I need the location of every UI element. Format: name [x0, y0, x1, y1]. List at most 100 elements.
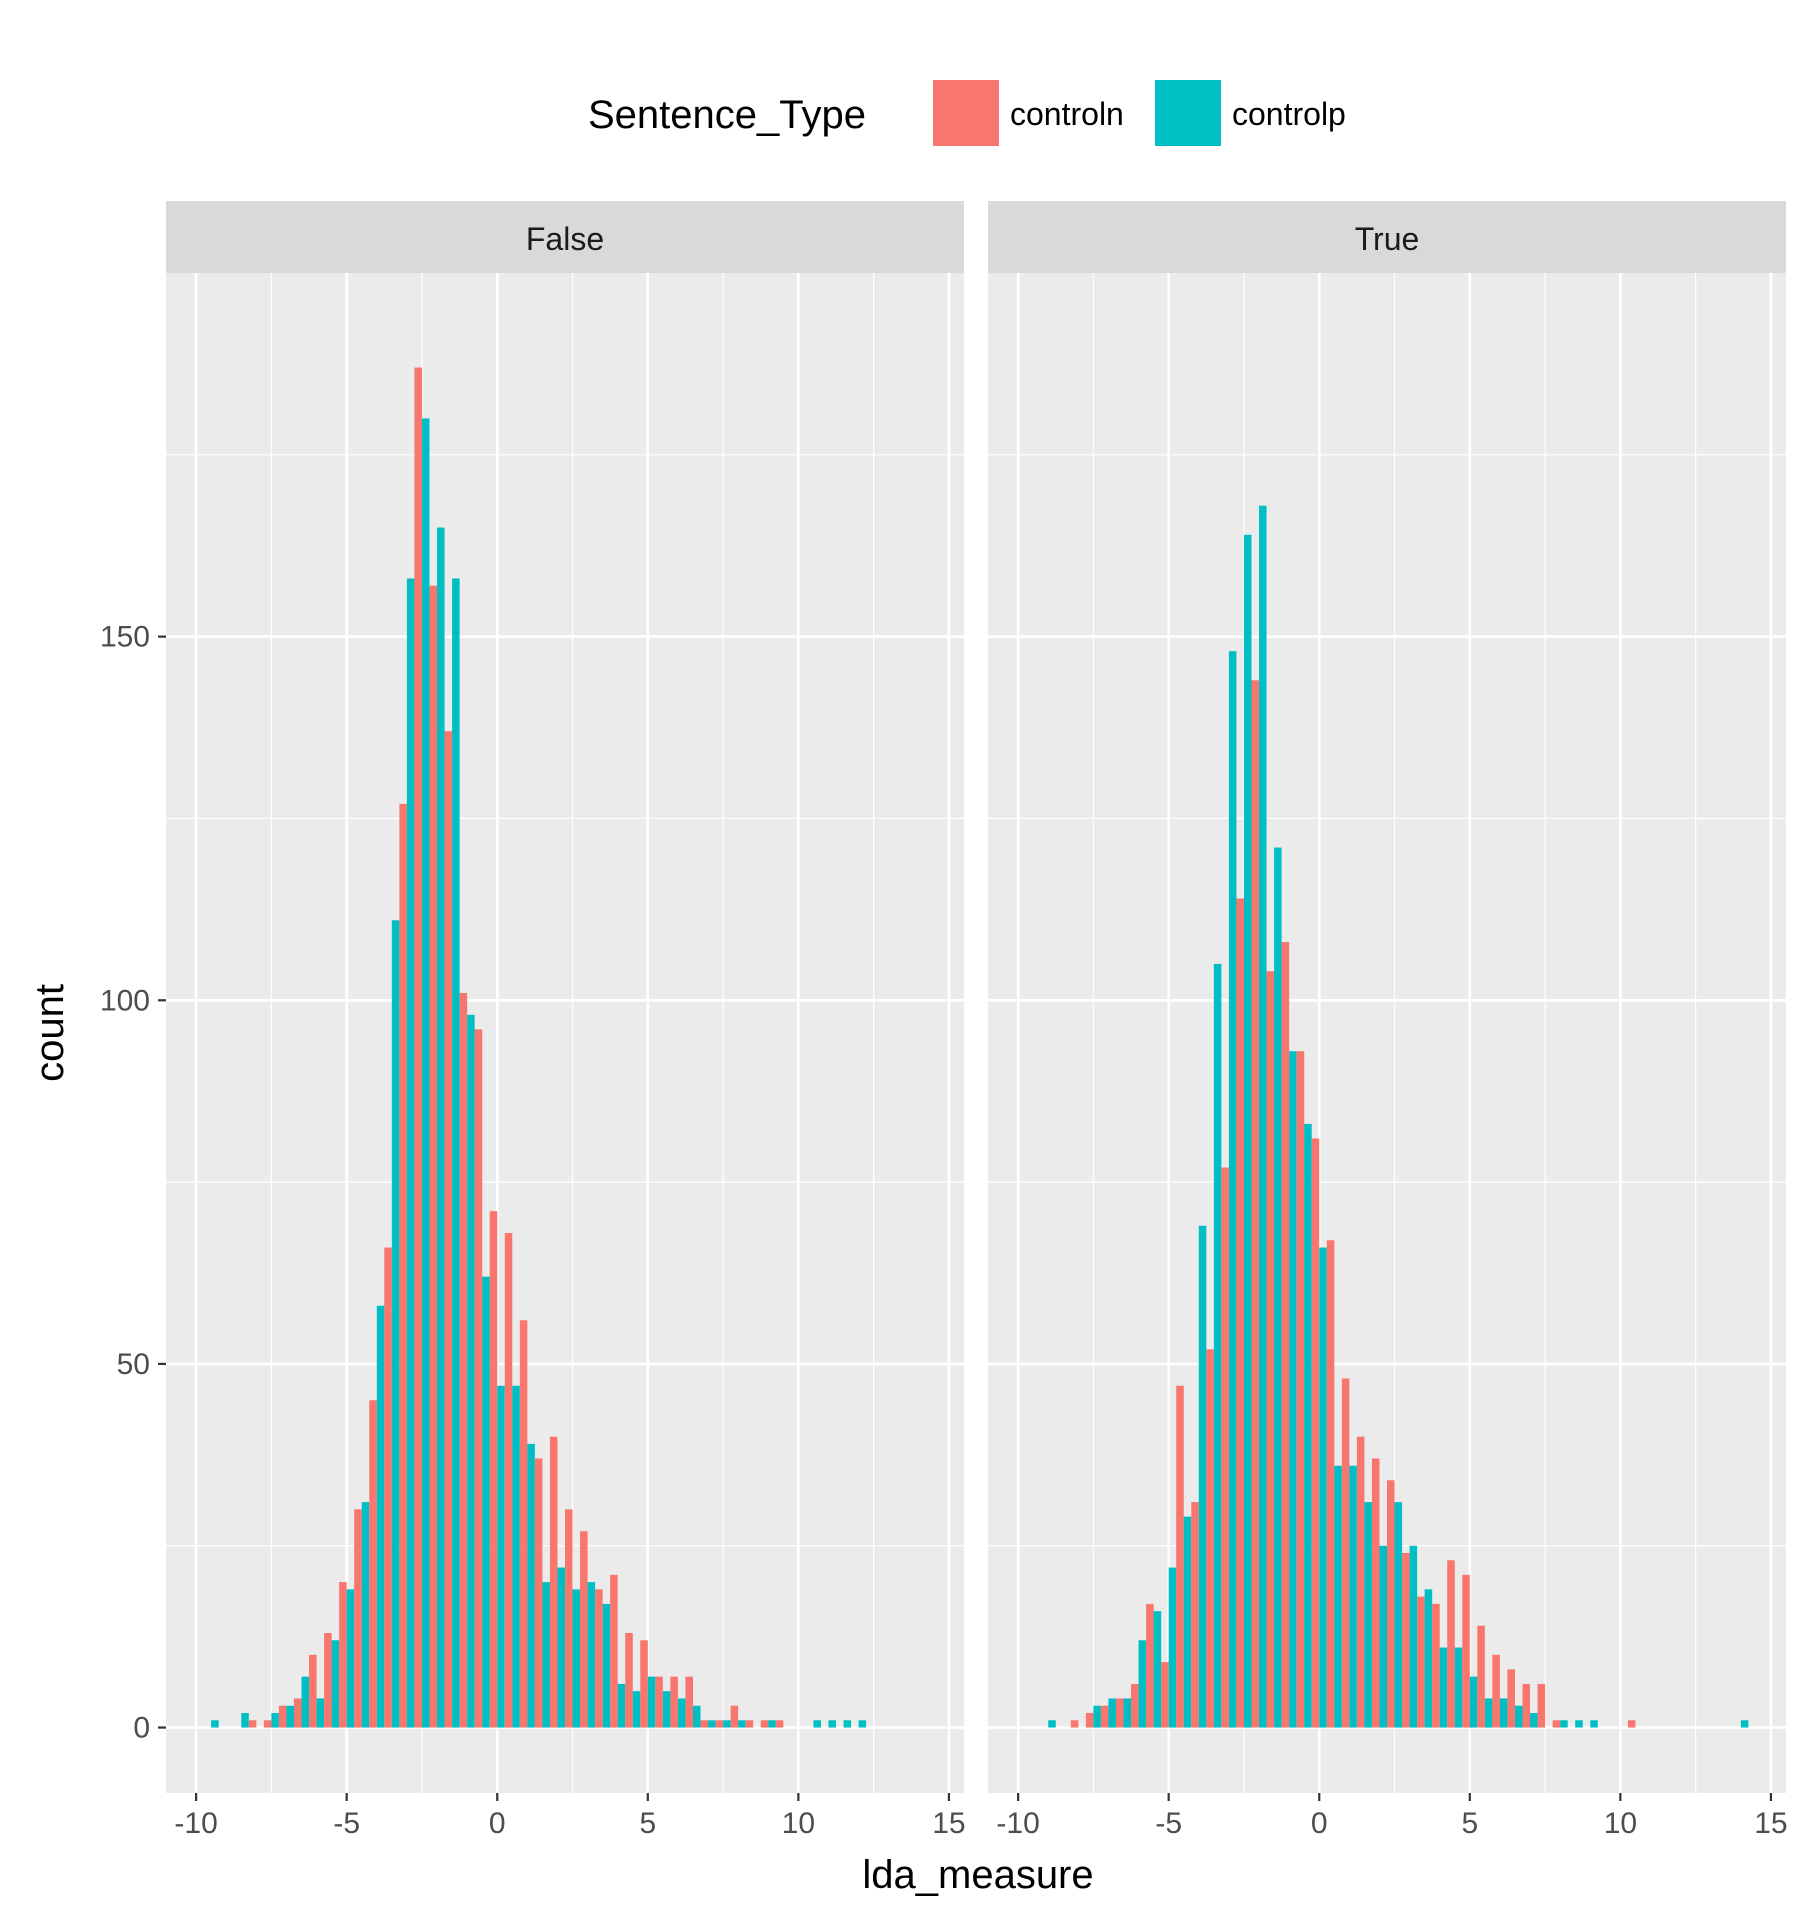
bar-controln [354, 1509, 362, 1728]
bar-controln [760, 1720, 769, 1728]
bar-controln [489, 1211, 498, 1728]
bar-controlp [617, 1683, 626, 1728]
bar-controln [534, 1458, 543, 1728]
bar-controlp [1183, 1516, 1192, 1728]
bar-controlp [1740, 1720, 1749, 1728]
bar-controln [1462, 1574, 1470, 1728]
bar-controlp [1334, 1465, 1342, 1728]
bar-controln [640, 1640, 648, 1728]
bar-controlp [437, 527, 445, 1728]
bar-controlp [1454, 1647, 1463, 1728]
bar-controlp [1213, 963, 1222, 1728]
bar-controln [429, 585, 438, 1728]
bar-controlp [316, 1698, 325, 1728]
facet-label-false: False [526, 221, 604, 257]
bar-controlp [1469, 1676, 1478, 1728]
x-tick-label: -5 [333, 1807, 360, 1840]
bar-controln [1176, 1385, 1184, 1728]
bar-controlp [467, 1014, 475, 1728]
bar-controlp [211, 1720, 219, 1728]
bar-controln [595, 1589, 603, 1728]
bar-controlp [376, 1305, 385, 1728]
bar-controlp [1274, 847, 1282, 1728]
bar-controlp [1108, 1698, 1116, 1728]
bar-controln [1552, 1720, 1561, 1728]
bar-controln [1115, 1698, 1124, 1728]
bar-controlp [602, 1603, 611, 1728]
bar-controlp [1289, 1051, 1297, 1728]
bar-controln [278, 1705, 287, 1728]
bar-controln [565, 1509, 573, 1728]
bar-controln [1417, 1596, 1425, 1728]
bar-controlp [813, 1720, 821, 1728]
bar-controlp [1198, 1225, 1207, 1728]
bar-controln [1387, 1480, 1395, 1728]
bar-controln [1627, 1720, 1636, 1728]
bar-controlp [1138, 1640, 1147, 1728]
bar-controlp [391, 920, 400, 1728]
bar-controlp [406, 578, 415, 1728]
bar-controln [670, 1676, 678, 1728]
bar-controlp [1530, 1713, 1538, 1728]
bar-controlp [738, 1720, 746, 1728]
bar-controlp [557, 1567, 565, 1728]
bar-controln [1296, 1051, 1305, 1728]
grid-lines-false [166, 273, 964, 1793]
bar-controln [715, 1720, 724, 1728]
x-axis: -10 -5 0 5 10 15 -10 -5 0 5 10 15 [174, 1793, 1788, 1840]
bar-controln [1522, 1683, 1531, 1728]
bar-controln [324, 1633, 332, 1728]
bar-controlp [1349, 1465, 1357, 1728]
bar-controln [384, 1247, 392, 1728]
bar-controlp [1153, 1611, 1162, 1728]
bar-controln [1432, 1603, 1440, 1728]
bar-controln [293, 1698, 302, 1728]
y-tick-label: 0 [133, 1712, 150, 1745]
bar-controlp [1259, 505, 1267, 1728]
x-tick-label: -5 [1155, 1807, 1182, 1840]
bar-controlp [1575, 1720, 1583, 1728]
bar-controlp [346, 1589, 355, 1728]
legend: Sentence_Type controln controlp [588, 80, 1346, 146]
bar-controln [549, 1436, 558, 1728]
bars-false [211, 367, 867, 1728]
bar-controln [1266, 971, 1275, 1728]
bar-controln [1447, 1560, 1455, 1728]
bar-controln [1206, 1349, 1214, 1728]
bar-controlp [1560, 1720, 1568, 1728]
bar-controlp [241, 1713, 249, 1728]
bar-controlp [587, 1582, 596, 1728]
bar-controlp [1514, 1705, 1523, 1728]
legend-key-controln [933, 80, 999, 146]
bar-controlp [677, 1698, 686, 1728]
bar-controlp [1048, 1720, 1056, 1728]
legend-label-controlp: controlp [1232, 96, 1346, 132]
bar-controlp [1364, 1502, 1372, 1728]
bar-controln [369, 1400, 377, 1728]
bar-controlp [542, 1582, 550, 1728]
bar-controln [1131, 1683, 1139, 1728]
y-axis: 0 50 100 150 [100, 621, 166, 1745]
bar-controln [444, 731, 453, 1728]
bar-controlp [708, 1720, 716, 1728]
bar-controlp [452, 578, 460, 1728]
bar-controln [580, 1531, 588, 1728]
bar-controln [1477, 1625, 1485, 1728]
x-tick-label: 5 [1461, 1807, 1478, 1840]
bar-controln [1341, 1378, 1350, 1728]
bar-controlp [271, 1713, 279, 1728]
x-tick-label: 5 [639, 1807, 656, 1840]
bar-controlp [331, 1640, 340, 1728]
bar-controlp [632, 1691, 641, 1728]
bar-controlp [1424, 1589, 1433, 1728]
bar-controln [700, 1720, 709, 1728]
bar-controlp [572, 1589, 581, 1728]
bar-controlp [662, 1691, 671, 1728]
bars-true [1048, 505, 1749, 1728]
bar-controlp [1379, 1545, 1387, 1728]
bar-controln [1356, 1436, 1365, 1728]
facet-panel-false: False [166, 201, 964, 1793]
bar-controlp [692, 1705, 701, 1728]
facet-panel-true: True [988, 201, 1786, 1793]
x-axis-title: lda_measure [862, 1853, 1093, 1897]
